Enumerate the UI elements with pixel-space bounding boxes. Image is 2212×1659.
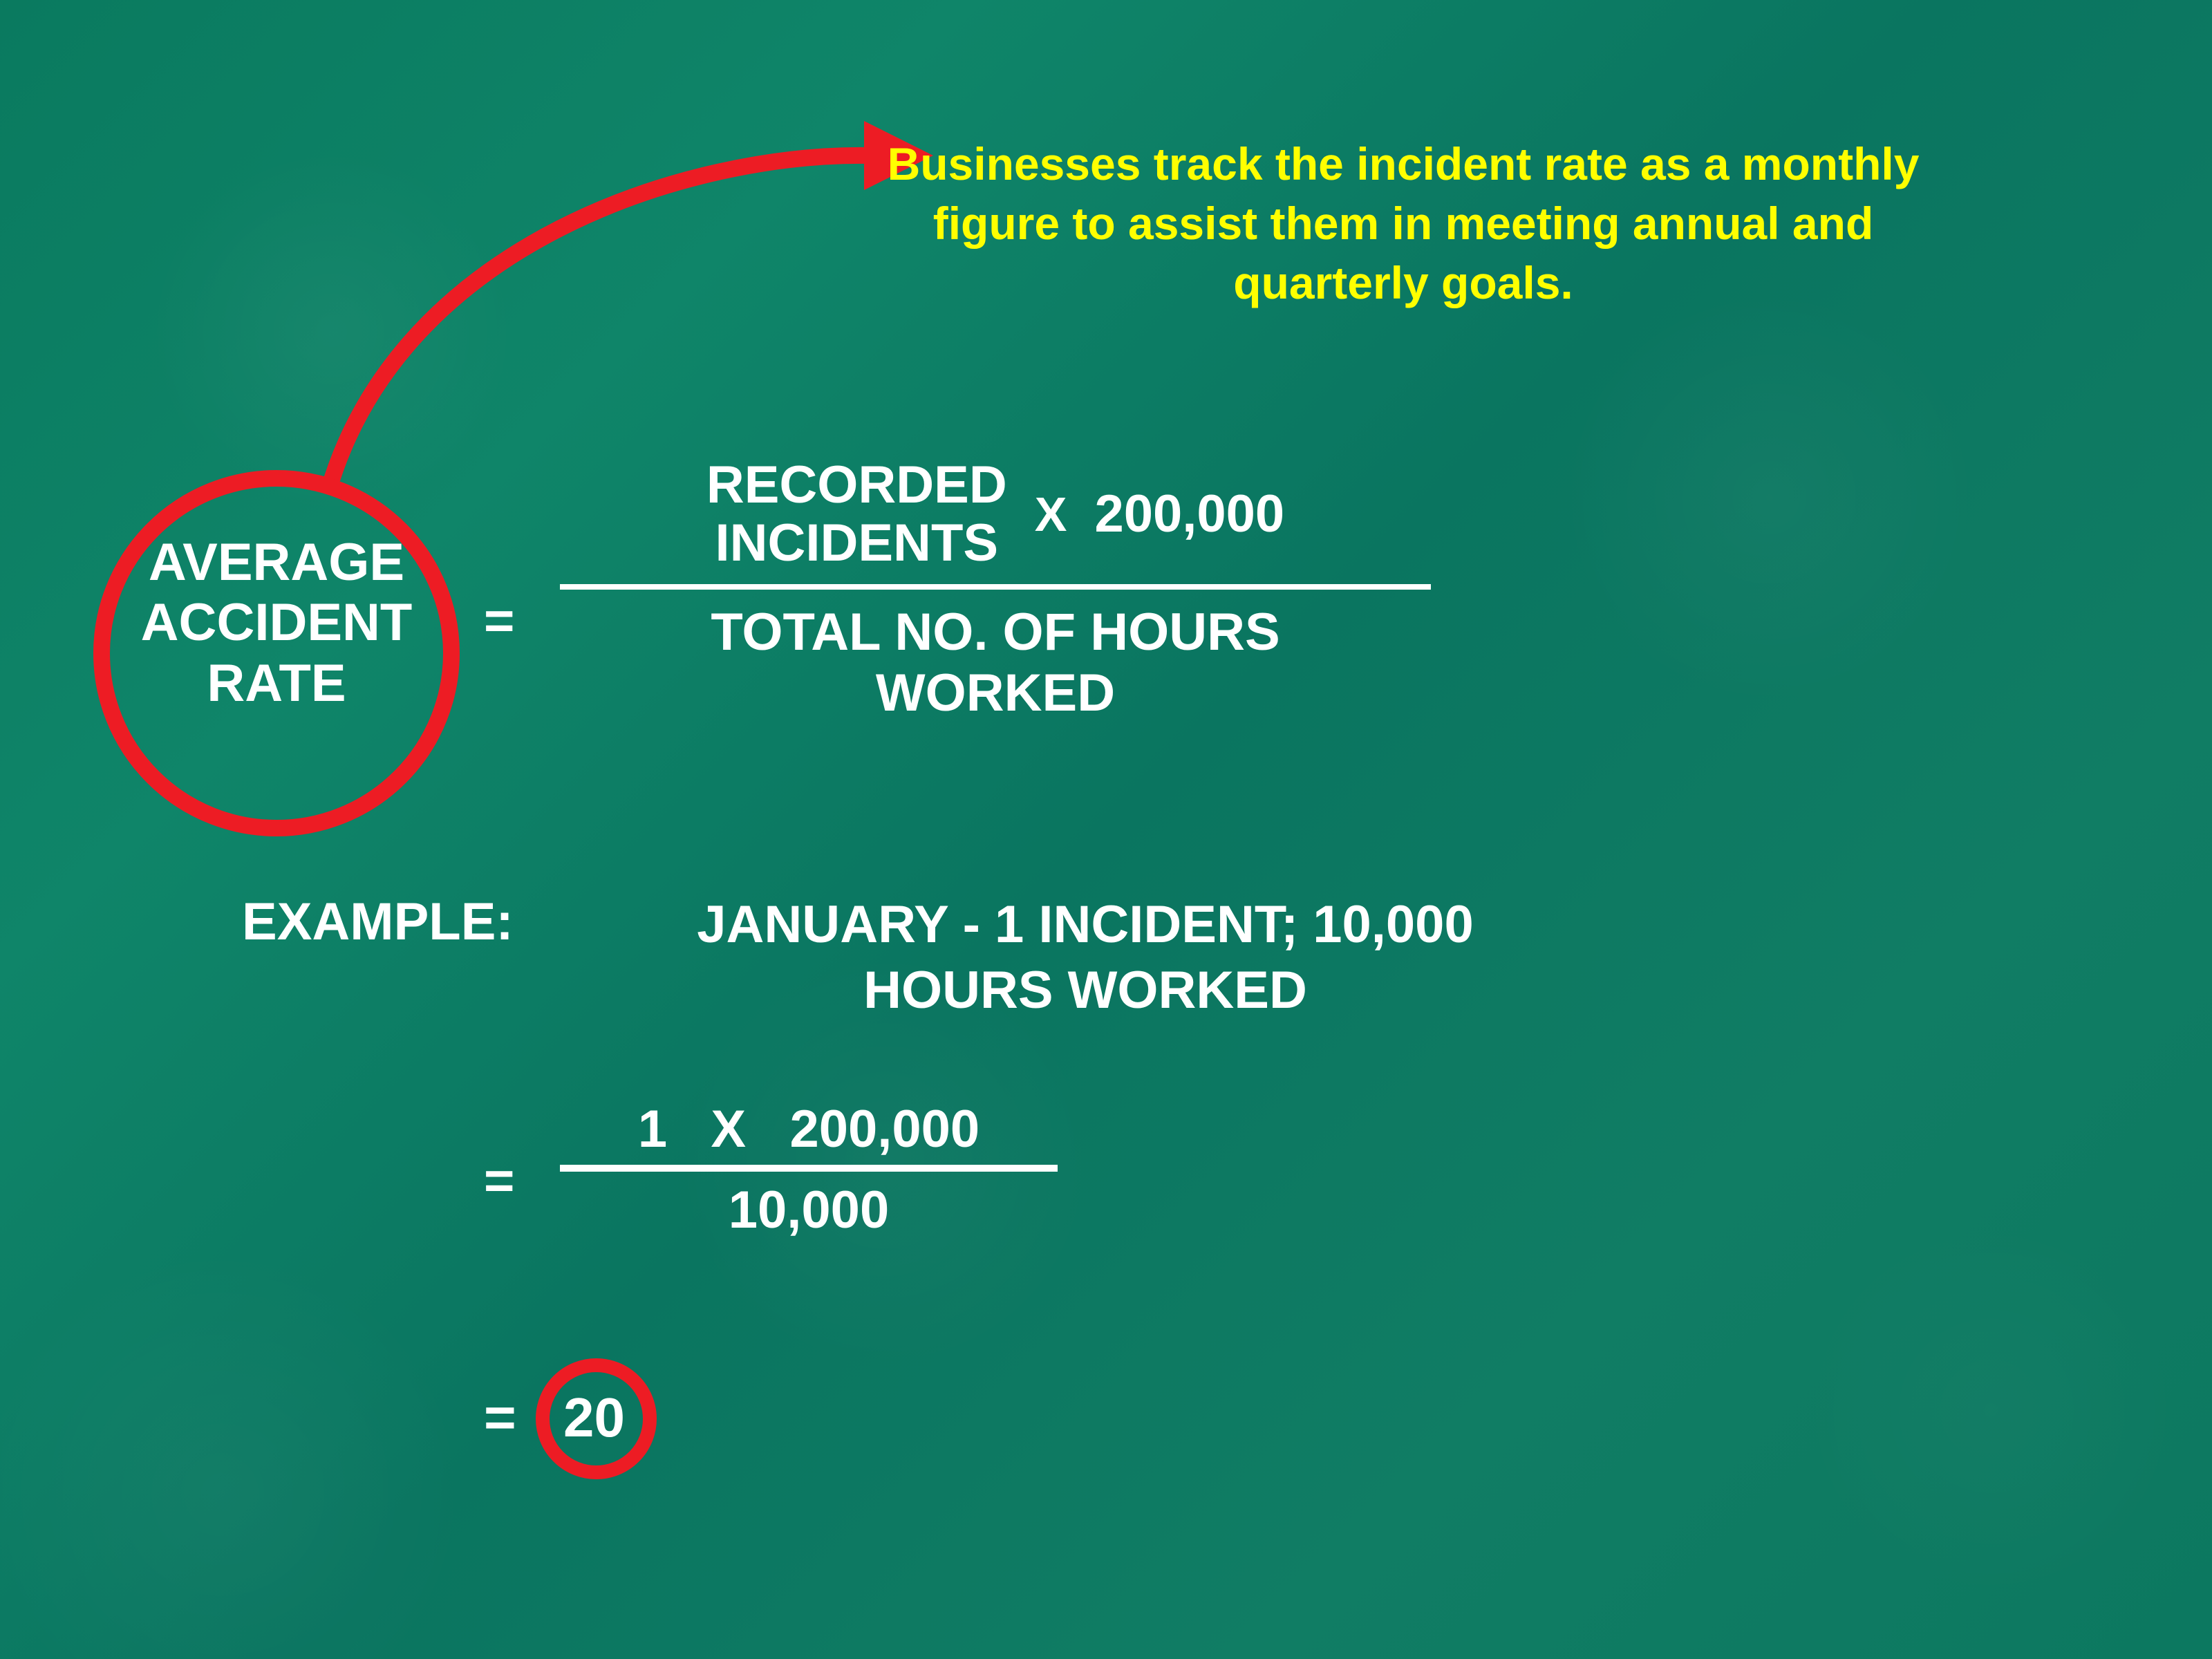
equals-main: = [484,591,514,651]
main-fraction: RECORDED INCIDENTS X 200,000 TOTAL NO. O… [560,456,1431,723]
example-fraction: 1 X 200,000 10,000 [560,1099,1058,1240]
numerator-right: 200,000 [1094,484,1284,544]
formula-label-line1: AVERAGE [114,532,439,592]
example-numerator: 1 X 200,000 [638,1099,980,1159]
fraction-bar-example [560,1165,1058,1172]
example-text-line2: HOURS WORKED [601,957,1569,1023]
formula-label-line2: ACCIDENT [114,592,439,653]
denominator-line1: TOTAL NO. OF HOURS [711,602,1280,662]
numerator-main: RECORDED INCIDENTS X 200,000 [706,456,1284,572]
equals-result: = [484,1386,516,1450]
denominator-main: TOTAL NO. OF HOURS WORKED [711,602,1280,723]
callout-text: Businesses track the incident rate as a … [885,135,1922,312]
example-denominator: 10,000 [729,1180,889,1240]
denominator-line2: WORKED [711,663,1280,723]
formula-label: AVERAGE ACCIDENT RATE [114,532,439,713]
example-text: JANUARY - 1 INCIDENT; 10,000 HOURS WORKE… [601,892,1569,1023]
example-label: EXAMPLE: [242,892,514,952]
numerator-x: X [1035,487,1067,542]
formula-label-line3: RATE [114,653,439,713]
equals-calc: = [484,1151,514,1211]
example-text-line1: JANUARY - 1 INCIDENT; 10,000 [601,892,1569,957]
numerator-left-1: RECORDED [706,456,1007,514]
numerator-left-2: INCIDENTS [706,514,1007,572]
result-value: 20 [563,1386,625,1450]
fraction-bar-main [560,584,1431,590]
